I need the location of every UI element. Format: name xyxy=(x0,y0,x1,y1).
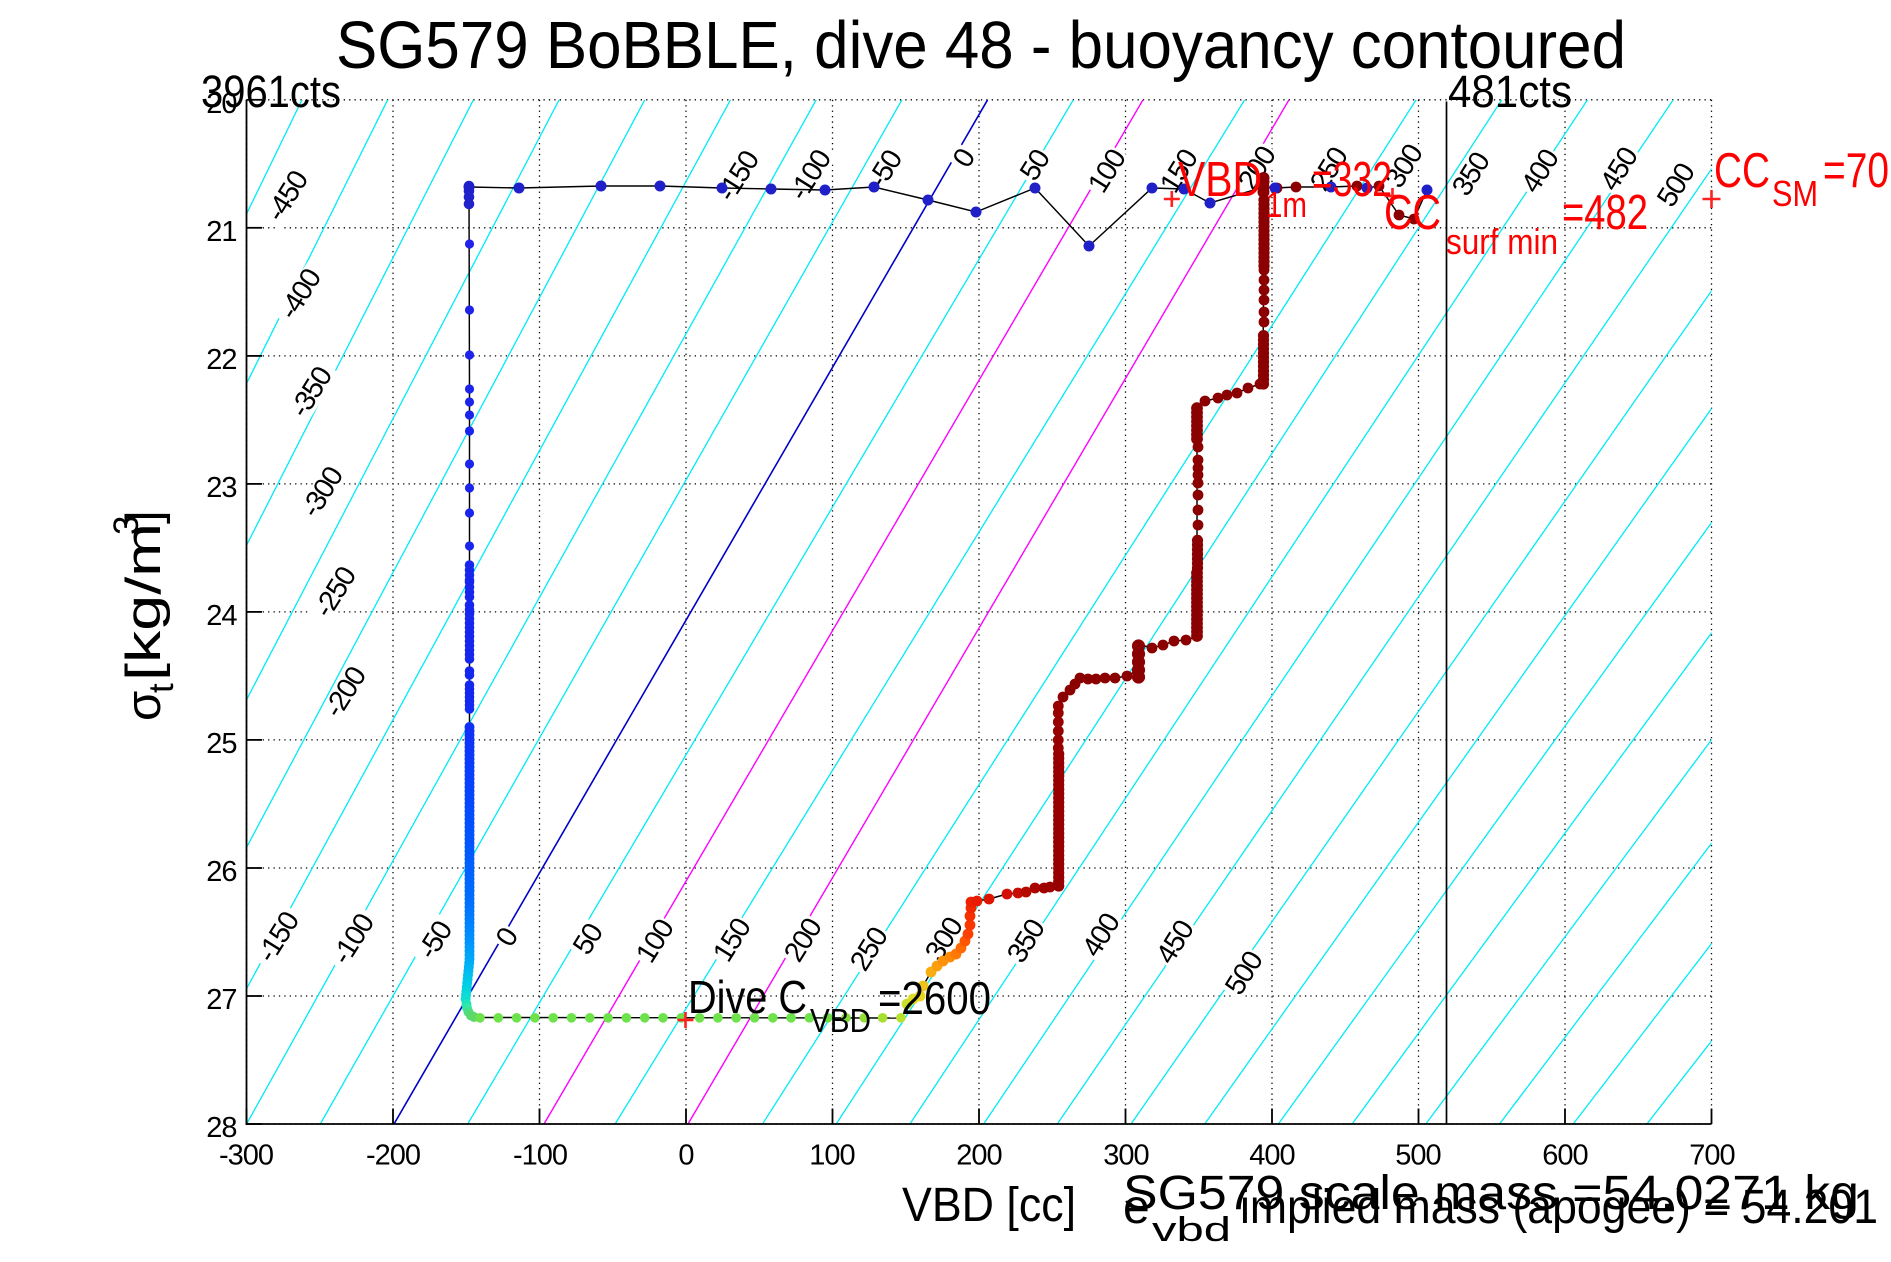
svg-text:CC: CC xyxy=(1714,144,1770,198)
svg-text:=482: =482 xyxy=(1562,186,1648,240)
svg-text:-200: -200 xyxy=(366,1140,420,1172)
svg-text:24: 24 xyxy=(206,600,237,632)
svg-text:SG579 BoBBLE, dive 48 - buoyan: SG579 BoBBLE, dive 48 - buoyancy contour… xyxy=(336,8,1626,83)
svg-text:t: t xyxy=(142,683,181,693)
svg-text:500: 500 xyxy=(1395,1140,1440,1172)
svg-text:26: 26 xyxy=(206,856,236,888)
svg-text:VBD: VBD xyxy=(1178,153,1262,207)
svg-text:=332: =332 xyxy=(1312,153,1392,207)
svg-text:implied mass (apogee) = 54.201: implied mass (apogee) = 54.201 xyxy=(1240,1181,1878,1234)
svg-text:20: 20 xyxy=(206,88,236,120)
svg-text:e: e xyxy=(1123,1181,1150,1234)
svg-text:27: 27 xyxy=(206,984,236,1016)
svg-text:3: 3 xyxy=(107,516,146,535)
svg-text:22: 22 xyxy=(206,344,236,376)
svg-text:200: 200 xyxy=(956,1140,1001,1172)
svg-text:=2600: =2600 xyxy=(878,972,991,1024)
svg-text:300: 300 xyxy=(1103,1140,1148,1172)
svg-text:SM: SM xyxy=(1772,173,1818,214)
svg-text:0: 0 xyxy=(678,1140,693,1172)
svg-text:vbd: vbd xyxy=(1152,1211,1231,1249)
svg-text:VBD: VBD xyxy=(810,1002,871,1039)
svg-text:400: 400 xyxy=(1249,1140,1294,1172)
svg-text:600: 600 xyxy=(1542,1140,1587,1172)
svg-text:CC: CC xyxy=(1384,186,1441,240)
svg-text:[kg/m: [kg/m xyxy=(117,523,171,681)
svg-text:23: 23 xyxy=(206,472,236,504)
svg-text:VBD [cc]: VBD [cc] xyxy=(902,1179,1076,1232)
svg-text:3961cts: 3961cts xyxy=(201,66,341,117)
svg-text:-300: -300 xyxy=(219,1140,273,1172)
svg-text:100: 100 xyxy=(809,1140,854,1172)
svg-text:21: 21 xyxy=(206,216,236,248)
svg-text:SG579 scale mass =54.0271 kg: SG579 scale mass =54.0271 kg xyxy=(1123,1167,1859,1220)
svg-text:1m: 1m xyxy=(1266,184,1307,225)
svg-text:25: 25 xyxy=(206,728,236,760)
svg-text:]: ] xyxy=(117,510,171,524)
svg-text:28: 28 xyxy=(206,1112,236,1144)
svg-text:-100: -100 xyxy=(513,1140,567,1172)
svg-text:481cts: 481cts xyxy=(1448,66,1572,117)
svg-text:=70: =70 xyxy=(1823,144,1889,198)
svg-text:Dive C: Dive C xyxy=(688,971,807,1023)
svg-text:surf min: surf min xyxy=(1446,221,1558,262)
svg-text:σ: σ xyxy=(117,691,171,721)
svg-text:700: 700 xyxy=(1689,1140,1734,1172)
